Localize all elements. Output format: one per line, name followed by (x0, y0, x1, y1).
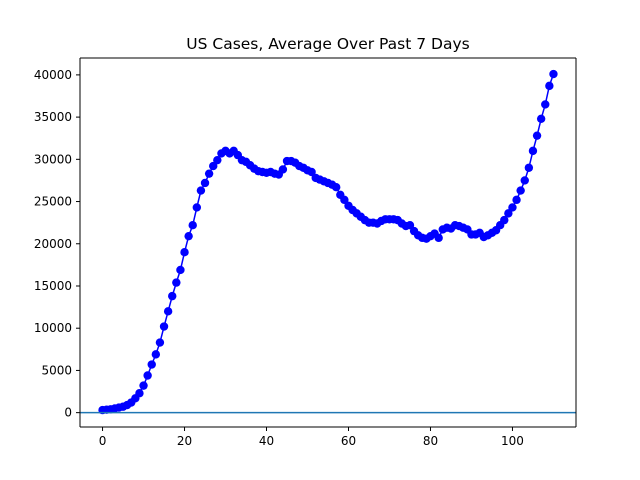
data-point (151, 350, 161, 359)
y-tick-label: 40000 (34, 68, 72, 82)
data-point (340, 195, 349, 205)
x-tick-label: 80 (423, 434, 438, 448)
data-point (159, 322, 169, 331)
x-tick-label: 40 (259, 434, 274, 448)
plot-background (80, 58, 576, 427)
y-tick-label: 35000 (34, 110, 72, 124)
data-point (512, 195, 521, 205)
data-point (504, 209, 513, 218)
y-tick-label: 20000 (34, 237, 72, 251)
y-tick-label: 10000 (34, 321, 72, 335)
data-point (532, 131, 542, 140)
data-point (213, 155, 222, 165)
x-tick-label: 0 (99, 434, 107, 448)
data-point (434, 233, 443, 243)
data-point (549, 69, 558, 79)
data-point (139, 381, 148, 390)
data-point (176, 265, 185, 275)
y-tick-label: 15000 (34, 279, 72, 293)
data-point (500, 215, 509, 225)
y-tick-label: 25000 (34, 195, 72, 209)
data-point (541, 100, 550, 109)
data-point (200, 178, 210, 188)
data-point (209, 161, 218, 171)
plot-area: 0 20 40 60 80 100 0 5000 10000 15000 20000 25000 300… (34, 57, 577, 448)
x-tick-label: 100 (501, 434, 524, 448)
data-point (524, 163, 534, 172)
data-point (278, 165, 288, 174)
data-point (143, 371, 152, 380)
data-point (307, 167, 316, 177)
data-point (155, 338, 165, 347)
data-point (520, 176, 529, 185)
data-point (331, 182, 341, 192)
data-point (180, 248, 189, 257)
data-point (188, 220, 197, 230)
y-tick-label: 30000 (34, 152, 72, 166)
data-point (545, 81, 554, 91)
data-point (168, 291, 177, 301)
y-tick-label: 0 (64, 406, 72, 420)
data-point (135, 389, 144, 398)
data-point (508, 203, 517, 212)
x-tick-label: 20 (177, 434, 192, 448)
data-point (184, 231, 193, 241)
data-point (405, 220, 415, 230)
y-tick-label: 5000 (41, 363, 72, 377)
data-point (163, 307, 173, 316)
data-point (196, 186, 206, 195)
data-point (192, 203, 202, 212)
data-point (204, 169, 214, 178)
x-tick-label: 60 (341, 434, 356, 448)
data-point (516, 186, 525, 195)
data-point (172, 278, 181, 287)
data-point (528, 146, 538, 156)
data-point (147, 360, 156, 369)
data-point (536, 114, 546, 123)
chart-title: US Cases, Average Over Past 7 Days (186, 35, 469, 53)
